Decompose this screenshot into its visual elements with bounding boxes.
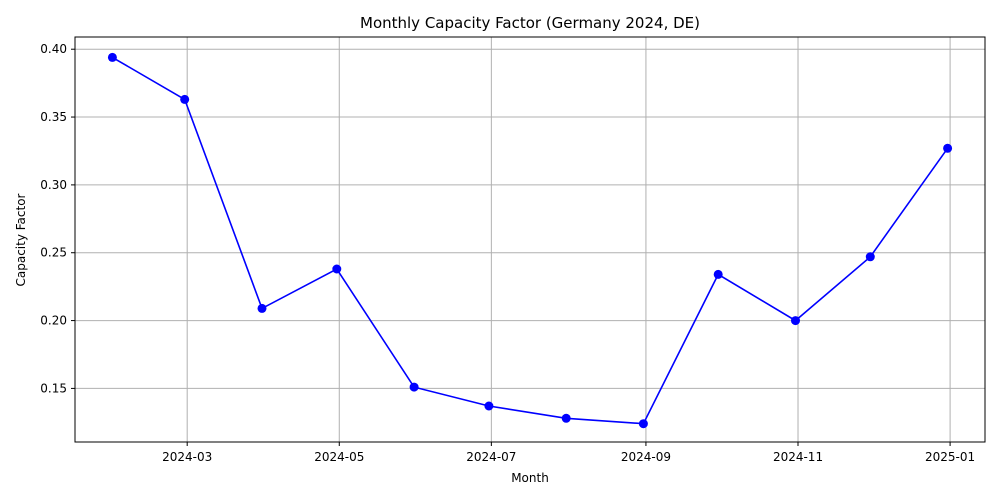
data-point — [943, 143, 953, 153]
data-point — [791, 316, 800, 326]
x-tick-label: 2024-05 — [314, 450, 364, 464]
y-tick-label: 0.25 — [40, 246, 67, 260]
y-axis: 0.15 0.20 0.25 0.30 0.35 0.40 — [40, 42, 75, 395]
x-axis: 2024-03 2024-05 2024-07 2024-09 2024-11 2025-… — [162, 442, 975, 464]
data-point — [561, 413, 571, 423]
chart-title: Monthly Capacity Factor (Germany 2024, D… — [360, 14, 700, 32]
y-axis-label: Capacity Factor — [14, 193, 28, 286]
y-tick-label: 0.15 — [40, 381, 67, 395]
y-tick-label: 0.40 — [40, 42, 67, 56]
data-point — [180, 94, 190, 104]
y-tick-label: 0.35 — [40, 110, 67, 124]
data-point — [107, 52, 117, 62]
series-layer — [107, 52, 953, 429]
x-axis-label: Month — [511, 471, 549, 485]
data-point — [484, 401, 494, 411]
x-tick-label: 2024-09 — [621, 450, 671, 464]
data-point — [713, 269, 723, 279]
x-tick-label: 2024-03 — [162, 450, 212, 464]
data-point — [257, 303, 267, 313]
data-point — [865, 252, 875, 262]
x-tick-label: 2024-11 — [773, 450, 823, 464]
grid — [75, 37, 985, 442]
data-point — [409, 382, 419, 392]
data-point — [638, 419, 648, 429]
x-tick-label: 2025-01 — [925, 450, 975, 464]
x-tick-label: 2024-07 — [466, 450, 516, 464]
plot-frame — [74, 36, 986, 443]
y-tick-label: 0.20 — [40, 314, 67, 328]
data-point — [332, 264, 342, 274]
y-tick-label: 0.30 — [40, 178, 67, 192]
series-line — [111, 56, 949, 425]
